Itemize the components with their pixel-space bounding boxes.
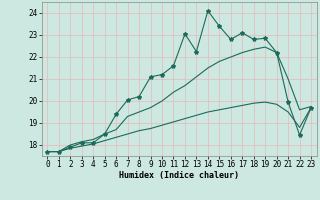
X-axis label: Humidex (Indice chaleur): Humidex (Indice chaleur) [119,171,239,180]
